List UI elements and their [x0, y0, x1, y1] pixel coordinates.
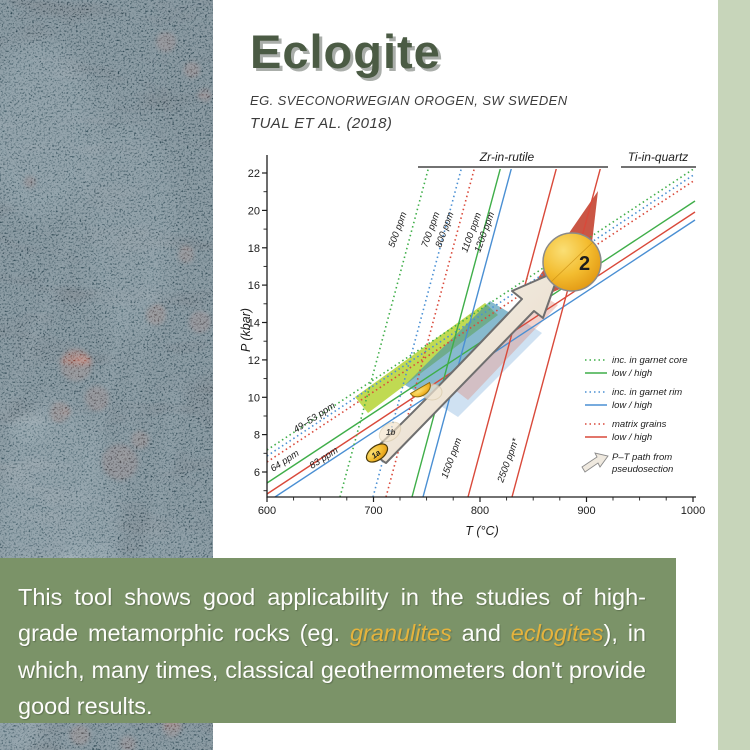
- pink-band: [455, 297, 558, 400]
- ti-49-53ppm-label: 49–53 ppm: [292, 400, 338, 435]
- legend-green-lowhigh-label: low / high: [612, 368, 652, 379]
- x-axis-title: T (°C): [465, 524, 498, 538]
- x-ticks: [266, 497, 694, 502]
- legend-garnet-rim-label: inc. in garnet rim: [612, 387, 682, 398]
- banner-highlight-granulites: granulites: [349, 620, 452, 647]
- pt-diagram-svg: Zr-in-rutile Ti-in-quartz: [239, 150, 705, 538]
- legend-matrix-grains-label: matrix grains: [612, 419, 667, 430]
- y-tick-16: 16: [248, 280, 260, 292]
- chart-legend: inc. in garnet core low / high inc. in g…: [581, 355, 688, 475]
- zr-1500ppm-label: 1500 ppm: [439, 436, 464, 480]
- isopleth-group-headers: Zr-in-rutile Ti-in-quartz: [418, 150, 696, 168]
- stage-2-label: 2: [579, 253, 590, 275]
- zr-1200ppm-line: [422, 169, 512, 497]
- ti-83ppm-label: 83 ppm: [308, 445, 341, 472]
- y-tick-6: 6: [254, 467, 260, 479]
- zr-500ppm-label: 500 ppm: [386, 210, 409, 249]
- subtitle-location: EG. SVECONORWEGIAN OROGEN, SW SWEDEN: [250, 93, 568, 108]
- y-tick-12: 12: [248, 355, 260, 367]
- banner-text-1: This tool shows good applicability in th…: [18, 584, 646, 647]
- y-tick-8: 8: [254, 430, 260, 442]
- stage-1b-marker: [378, 421, 402, 443]
- axes: 600 700 800 900 1000 22 20 18 16 14 12 1…: [239, 155, 705, 538]
- y-tick-22: 22: [248, 168, 260, 180]
- legend-red-lowhigh-label: low / high: [612, 432, 652, 443]
- legend-pt-path-label-2: pseudosection: [611, 464, 673, 475]
- banner-text-2: and: [451, 620, 511, 647]
- legend-pt-path-label-1: P–T path from: [612, 452, 672, 463]
- zr-500ppm-line: [339, 169, 430, 497]
- subtitle-reference: TUAL ET AL. (2018): [250, 115, 393, 132]
- legend-blue-lowhigh-label: low / high: [612, 400, 652, 411]
- stage-2-facet-line: [550, 241, 594, 283]
- stage-mid-marker: [409, 381, 431, 398]
- y-tick-10: 10: [248, 392, 260, 404]
- banner-text-3: ), in which, many times, classical geoth…: [18, 620, 646, 720]
- title-block: Eclogite EG. SVECONORWEGIAN OROGEN, SW S…: [250, 24, 690, 132]
- y-axis-title: P (kbar): [240, 308, 253, 352]
- right-accent-strip: [718, 0, 750, 750]
- stage-1b-label: 1b: [386, 428, 395, 437]
- caption-banner: This tool shows good applicability in th…: [0, 558, 676, 723]
- pt-diagram: Zr-in-rutile Ti-in-quartz: [239, 145, 710, 545]
- x-tick-900: 900: [577, 505, 595, 517]
- x-tick-700: 700: [364, 505, 382, 517]
- zr-2500ppm-line: [511, 169, 601, 497]
- y-tick-20: 20: [248, 205, 260, 217]
- x-tick-1000: 1000: [681, 505, 705, 517]
- x-tick-800: 800: [471, 505, 489, 517]
- x-tick-600: 600: [258, 505, 276, 517]
- ti-in-quartz-header: Ti-in-quartz: [628, 150, 689, 164]
- lightblue-field: [436, 319, 542, 417]
- legend-arrow-swatch: [581, 452, 609, 473]
- page-title: Eclogite: [250, 25, 441, 78]
- y-tick-18: 18: [248, 243, 260, 255]
- banner-highlight-eclogites: eclogites: [510, 620, 604, 647]
- y-tick-14: 14: [248, 318, 260, 330]
- legend-garnet-core-label: inc. in garnet core: [612, 355, 688, 366]
- zr-in-rutile-header: Zr-in-rutile: [479, 150, 535, 164]
- zr-1100ppm-line: [411, 169, 501, 497]
- stage-1a-marker: [365, 443, 389, 463]
- y-ticks: [262, 172, 267, 492]
